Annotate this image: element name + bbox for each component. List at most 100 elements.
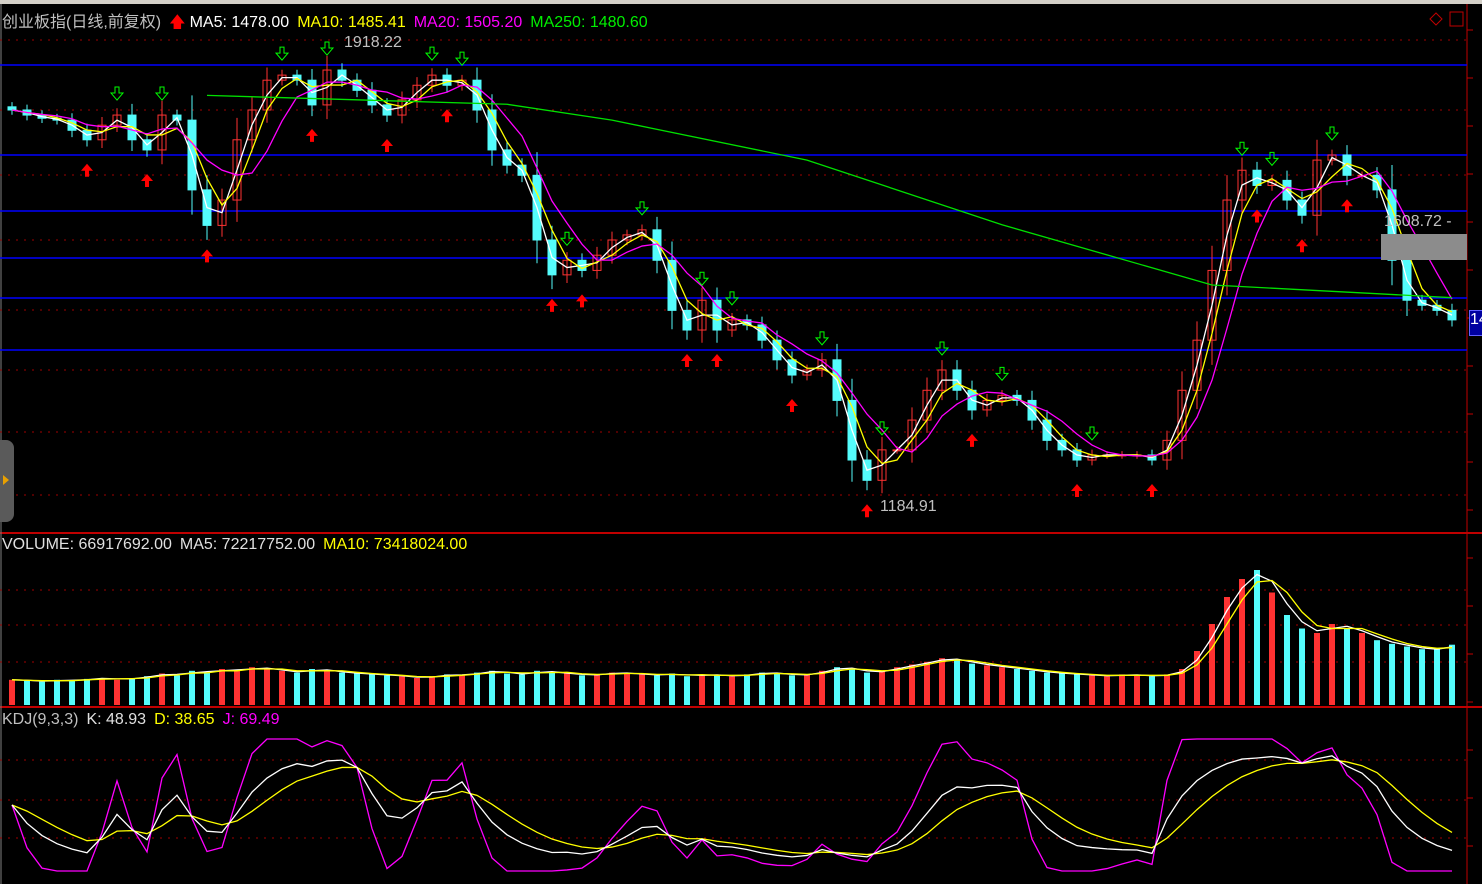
volume-bar [879,670,885,705]
volume-bar [714,675,720,705]
volume-bar [114,679,120,705]
volume-bar [249,667,255,705]
volume-bar [549,672,555,705]
volume-bar [1059,673,1065,705]
expand-panel-tab[interactable] [0,440,14,522]
volume-bar [504,673,510,705]
buy-arrow-icon [576,294,588,308]
volume-bar [429,676,435,705]
volume-bar [1299,628,1305,705]
volume-bar [624,673,630,705]
buy-arrow-icon [1296,239,1308,253]
volume-bar [84,678,90,705]
volume-bar [699,674,705,705]
ma10-line [11,77,1453,465]
candle-body [622,234,632,241]
volume-bar [234,670,240,705]
volume-bar [144,676,150,705]
ma250-line [206,94,1453,299]
buy-arrow-icon [546,298,558,312]
buy-arrow-icon [441,109,453,123]
volume-bar [579,675,585,705]
volume-bar [204,672,210,705]
volume-bar [174,675,180,705]
sell-arrow-icon [874,421,890,436]
current-price-tag: 14 [1469,310,1482,336]
ma5-label: MA5: 1478.00 [189,14,290,31]
candle-body [1207,269,1217,341]
volume-bar [309,669,315,705]
volume-bar [684,676,690,705]
volume-bar [399,676,405,705]
volume-bar [1224,597,1230,705]
sell-arrow-icon [814,331,830,346]
sell-arrow-icon [274,46,290,61]
volume-bar [294,672,300,705]
volume-bar [1419,649,1425,705]
volume-bar [1074,674,1080,705]
volume-bar [1359,633,1365,705]
volume-label: VOLUME: 66917692.00 [2,536,172,553]
sell-arrow-icon [724,291,740,306]
volume-bar [804,674,810,705]
volume-bar [654,675,660,705]
sell-arrow-icon [1234,141,1250,156]
volume-bar [984,665,990,705]
volume-bar [1239,579,1245,705]
buy-arrow-icon [1146,484,1158,498]
volume-bar [9,679,15,705]
volume-bar [279,670,285,705]
buy-arrow-icon [681,354,693,368]
window-top-edge [0,0,1482,4]
volume-bar [1329,624,1335,705]
buy-arrow-icon [201,249,213,263]
volume-bar [909,664,915,705]
volume-ma10-line [11,579,1453,682]
kdj-j-label: J: 69.49 [222,711,280,728]
volume-bar [1449,644,1455,705]
volume-bar [414,678,420,705]
sell-arrow-icon [1084,426,1100,441]
high-price-label: 1918.22 [344,34,402,51]
sell-arrow-icon [559,231,575,247]
candle-body [97,124,107,141]
buy-arrow-icon [786,399,798,413]
sell-arrow-icon [154,86,170,101]
candle-body [802,369,812,376]
volume-bar [99,678,105,705]
volume-bar [744,674,750,705]
diamond-icon [1429,12,1443,26]
volume-bar [1119,674,1125,705]
buy-arrow-icon [81,163,93,177]
volume-bar [999,667,1005,705]
candle-body [1237,169,1247,201]
sell-arrow-icon [454,51,470,66]
price-tag-box [1381,234,1467,260]
candle-body [247,109,257,141]
volume-bar [924,661,930,705]
buy-arrow-icon [381,139,393,153]
volume-bar [129,678,135,705]
price-tag-label: 1608.72 - [1384,213,1452,230]
candle-body [592,254,602,271]
volume-bar [1434,649,1440,705]
kdj-d-label: D: 38.65 [154,711,215,728]
volume-bar [1179,669,1185,705]
volume-bar [39,681,45,705]
volume-bar [324,670,330,705]
volume-bar [564,673,570,705]
ma5-line [11,74,1453,471]
price-legend: 创业板指(日线,前复权) 🡅 MA5: 1478.00 MA10: 1485.41 MA… [2,8,656,38]
volume-bar [69,680,75,705]
volume-bar [894,667,900,705]
volume-bar [1149,676,1155,705]
volume-bar [24,680,30,705]
volume-bar [759,672,765,705]
volume-bar [1344,628,1350,705]
volume-bar [534,670,540,705]
volume-ma10-label: MA10: 73418024.00 [323,536,468,553]
kdj-name: KDJ(9,3,3) [2,711,79,728]
volume-bar [1209,624,1215,705]
sell-arrow-icon [994,366,1010,382]
